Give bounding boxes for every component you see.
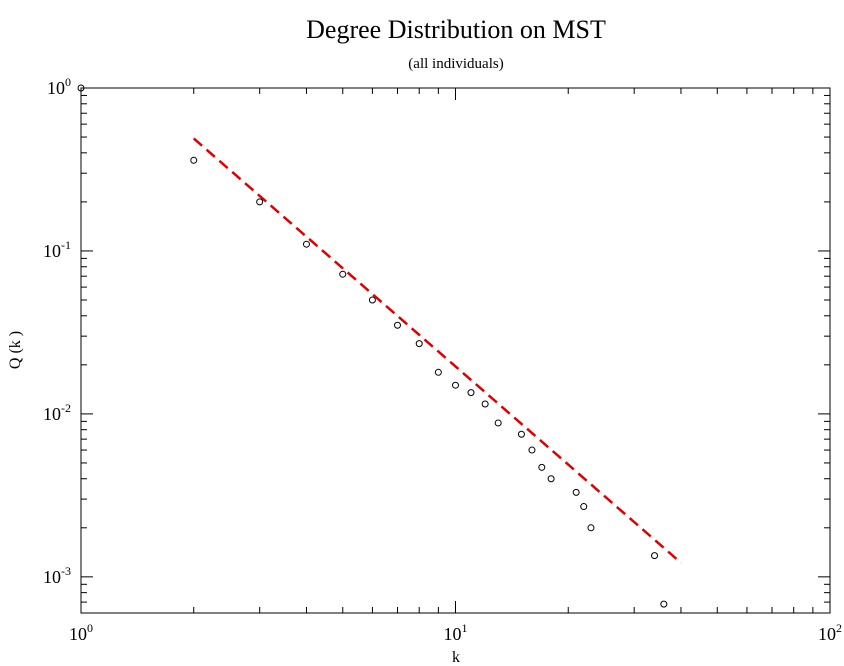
- data-point: [651, 552, 659, 560]
- data-point: [580, 503, 588, 511]
- x-tick-label: 100: [69, 621, 93, 644]
- fit-line: [192, 137, 682, 564]
- data-point: [528, 446, 536, 454]
- chart-subtitle: (all individuals): [408, 56, 503, 72]
- data-point: [452, 381, 459, 389]
- data-point: [481, 400, 489, 408]
- data-points-series: [77, 84, 668, 608]
- data-point: [256, 198, 264, 206]
- y-tick-label: 10-2: [43, 401, 71, 424]
- y-tick-label: 10-3: [43, 564, 71, 587]
- plot-frame: [80, 87, 831, 614]
- y-tick-label: 100: [47, 75, 71, 98]
- data-point: [572, 488, 580, 496]
- y-tick-label: 10-1: [43, 238, 71, 261]
- data-point: [302, 240, 310, 248]
- data-point: [467, 389, 475, 397]
- axis-ticks: [80, 87, 831, 614]
- data-point: [368, 296, 376, 304]
- data-point: [393, 321, 401, 329]
- data-point: [587, 524, 595, 532]
- x-tick-label: 101: [444, 621, 468, 644]
- data-point: [190, 156, 198, 164]
- data-point: [547, 475, 555, 483]
- chart-title: Degree Distribution on MST: [306, 15, 606, 44]
- data-point: [434, 368, 442, 376]
- x-tick-label: 102: [818, 621, 842, 644]
- y-axis-label: Q (k ): [7, 331, 24, 369]
- data-point: [415, 340, 423, 348]
- data-point: [538, 463, 546, 471]
- data-point: [660, 600, 668, 608]
- x-axis-label: k: [452, 649, 460, 666]
- data-point: [494, 419, 502, 427]
- tick-labels: 100 101 102 100 10-1 10-2 10-3: [43, 75, 842, 644]
- data-point: [77, 84, 85, 92]
- data-point: [517, 430, 525, 438]
- fit-line-series: [192, 137, 682, 564]
- data-point: [339, 270, 347, 278]
